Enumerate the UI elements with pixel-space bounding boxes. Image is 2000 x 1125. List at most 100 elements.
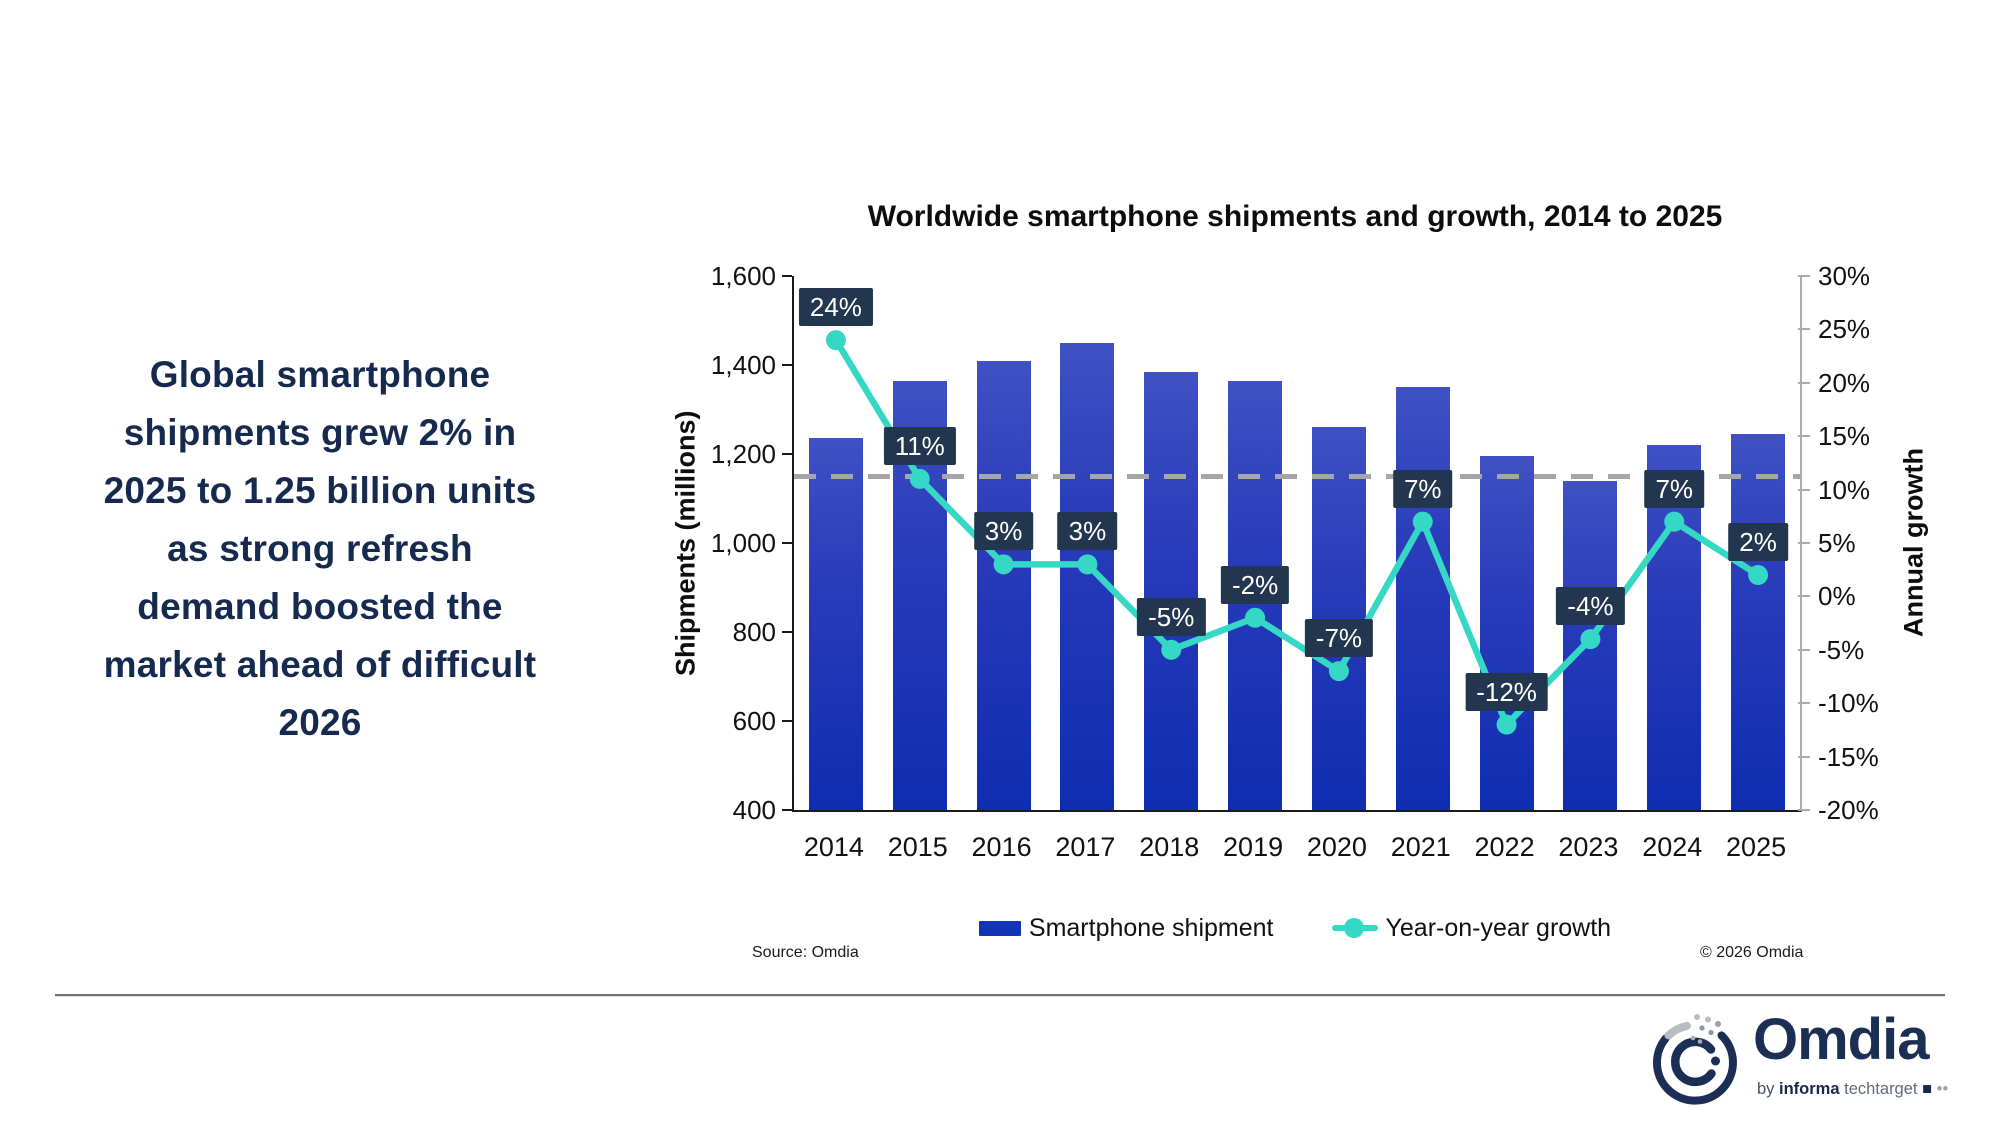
omdia-tagline: by informa techtarget ■ •• <box>1757 1080 1948 1099</box>
x-axis-label-2025: 2025 <box>1726 832 1787 862</box>
right-tick-label: 30% <box>1818 261 1871 291</box>
right-tick-label: -20% <box>1818 795 1879 825</box>
x-axis-label-2016: 2016 <box>971 832 1032 862</box>
legend-item-shipments: Smartphone shipment <box>978 914 1274 943</box>
growth-point-2020 <box>1328 661 1349 682</box>
growth-label-2019: -2% <box>1220 565 1290 604</box>
bar-2021 <box>1395 387 1450 810</box>
footer-divider <box>55 994 1945 997</box>
growth-label-2014: 24% <box>798 288 873 327</box>
right-tick-label: 20% <box>1818 367 1871 398</box>
right-tick-label: 15% <box>1818 421 1871 452</box>
right-tick-label: 10% <box>1818 474 1871 505</box>
growth-label-2023: -4% <box>1556 587 1625 626</box>
left-tick-label: 600 <box>732 706 776 736</box>
right-tick-mark <box>1798 328 1810 331</box>
right-tick-label: -10% <box>1818 688 1879 719</box>
omdia-logo-icon <box>1652 1014 1737 1105</box>
chart-legend: Smartphone shipment Year-on-year growth <box>792 908 1798 948</box>
left-tick-label: 1,200 <box>710 439 776 469</box>
growth-point-2022 <box>1496 714 1517 735</box>
line-series-swatch <box>1331 918 1378 938</box>
omdia-wordmark: Omdia <box>1753 1007 1929 1072</box>
right-tick-mark <box>1798 381 1810 384</box>
tagline-dots: ■ •• <box>1922 1080 1949 1098</box>
growth-label-2018: -5% <box>1137 597 1206 636</box>
growth-point-2016 <box>993 554 1014 575</box>
line-swatch-marker <box>1343 918 1364 938</box>
growth-line-chart <box>825 330 1769 735</box>
x-axis-label-2024: 2024 <box>1642 832 1703 862</box>
growth-point-2018 <box>1161 639 1182 660</box>
bar-2016 <box>976 360 1031 810</box>
left-tick-mark <box>782 720 792 722</box>
left-tick-mark <box>782 275 792 277</box>
growth-label-2021: 7% <box>1392 469 1453 508</box>
copyright-note: © 2026 Omdia <box>1700 944 1804 961</box>
growth-label-2016: 3% <box>973 512 1034 551</box>
left-tick-mark <box>782 453 792 455</box>
growth-label-2022: -12% <box>1465 672 1548 711</box>
x-axis-label-2014: 2014 <box>803 832 864 862</box>
left-tick-label: 1,400 <box>710 350 776 380</box>
left-tick-mark <box>782 809 792 811</box>
legend-label-growth: Year-on-year growth <box>1385 913 1612 942</box>
right-tick-label: 5% <box>1818 528 1856 558</box>
bar-2018 <box>1144 371 1199 810</box>
chart-title: Worldwide smartphone shipments and growt… <box>867 200 1723 233</box>
growth-point-2023 <box>1580 629 1601 650</box>
right-tick-mark <box>1798 595 1810 598</box>
growth-point-2015 <box>909 468 930 489</box>
right-tick-label: 25% <box>1818 314 1871 345</box>
x-axis-label-2015: 2015 <box>887 832 948 862</box>
growth-point-2021 <box>1412 511 1433 532</box>
left-tick-label: 1,600 <box>710 261 776 291</box>
bar-2020 <box>1311 427 1366 810</box>
x-axis-label-2022: 2022 <box>1474 832 1535 862</box>
growth-point-2017 <box>1077 554 1098 575</box>
left-tick-mark <box>782 364 792 366</box>
growth-label-2017: 3% <box>1057 512 1118 551</box>
left-tick-label: 800 <box>732 617 776 647</box>
right-tick-mark <box>1798 809 1810 811</box>
right-tick-label: -15% <box>1818 741 1879 772</box>
tagline-informa: informa <box>1779 1080 1840 1098</box>
right-tick-label: -5% <box>1818 634 1865 665</box>
right-tick-mark <box>1798 702 1810 705</box>
growth-point-2019 <box>1245 607 1266 628</box>
left-tick-label: 400 <box>732 795 776 825</box>
headline-text: Global smartphone shipments grew 2% in 2… <box>103 354 537 743</box>
x-axis-label-2017: 2017 <box>1055 832 1116 862</box>
right-tick-label: 0% <box>1818 581 1856 612</box>
growth-point-2025 <box>1748 565 1769 586</box>
right-tick-mark <box>1798 755 1810 758</box>
right-tick-mark <box>1798 488 1810 491</box>
growth-label-2025: 2% <box>1728 523 1788 562</box>
reference-dashed-line <box>794 474 1800 480</box>
bar-2017 <box>1060 342 1115 810</box>
legend-item-growth: Year-on-year growth <box>1331 913 1612 943</box>
x-axis-label-2021: 2021 <box>1390 832 1451 862</box>
left-tick-mark <box>782 631 792 633</box>
x-axis-label-2020: 2020 <box>1306 832 1367 862</box>
tagline-by: by <box>1757 1080 1780 1098</box>
growth-label-2024: 7% <box>1644 469 1705 508</box>
left-tick-label: 1,000 <box>710 528 776 558</box>
right-tick-mark <box>1798 542 1810 544</box>
x-axis-label-2018: 2018 <box>1139 832 1200 862</box>
growth-label-2020: -7% <box>1304 619 1374 658</box>
growth-point-2014 <box>825 330 846 351</box>
growth-label-2015: 11% <box>883 426 956 465</box>
plot-area: 24% 11% 3% 3% -5% -2% -7% 7% -12% -4% 7% 2% <box>792 276 1802 812</box>
right-tick-mark <box>1798 648 1810 651</box>
tagline-techtarget: techtarget <box>1839 1080 1923 1098</box>
bar-series-swatch <box>978 920 1021 936</box>
x-axis-label-2023: 2023 <box>1558 832 1619 862</box>
x-axis-label-2019: 2019 <box>1223 832 1284 862</box>
right-tick-mark <box>1798 435 1810 438</box>
bar-2014 <box>808 438 863 810</box>
growth-point-2024 <box>1664 511 1685 532</box>
right-tick-mark <box>1798 275 1810 277</box>
bar-2022 <box>1479 456 1534 810</box>
